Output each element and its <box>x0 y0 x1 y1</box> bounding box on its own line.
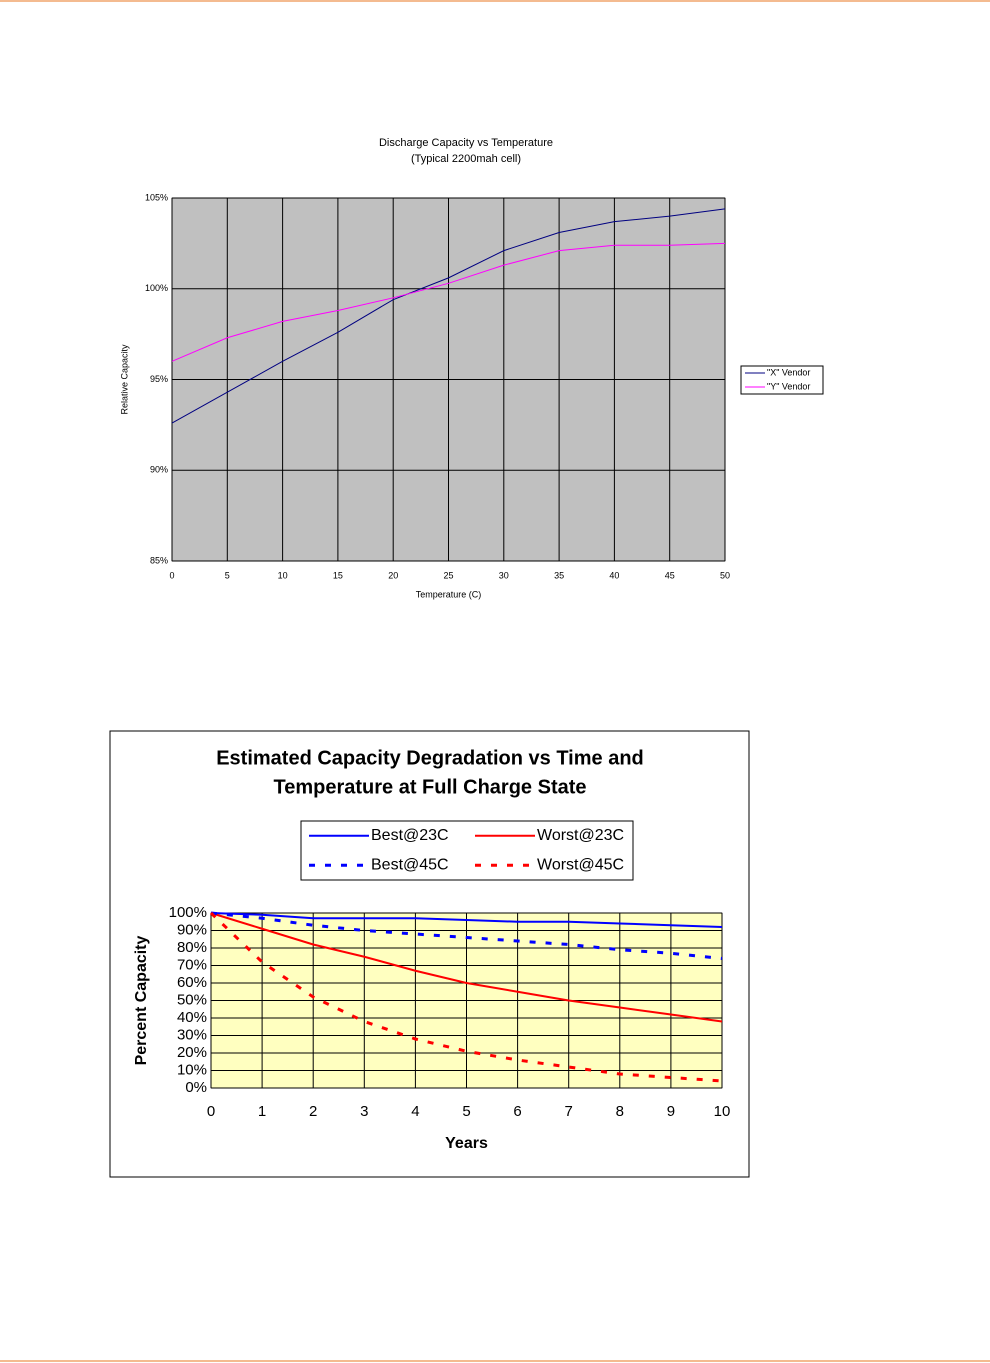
y-tick-label: 60% <box>177 974 207 991</box>
y-tick-label: 100% <box>169 904 207 921</box>
chart-title: Estimated Capacity Degradation vs Time a… <box>216 747 644 769</box>
x-tick-label: 15 <box>333 570 343 580</box>
chart-subtitle: (Typical 2200mah cell) <box>411 153 521 165</box>
x-axis-label: Years <box>445 1135 488 1152</box>
x-tick-label: 10 <box>278 570 288 580</box>
x-tick-label: 7 <box>565 1103 573 1120</box>
x-tick-label: 20 <box>388 570 398 580</box>
x-tick-label: 45 <box>665 570 675 580</box>
y-tick-label: 50% <box>177 991 207 1008</box>
legend-label: "X" Vendor <box>767 367 810 377</box>
x-tick-label: 6 <box>513 1103 521 1120</box>
x-tick-label: 0 <box>207 1103 215 1120</box>
y-tick-label: 0% <box>185 1079 207 1096</box>
y-tick-label: 10% <box>177 1061 207 1078</box>
x-tick-label: 1 <box>258 1103 266 1120</box>
x-tick-label: 35 <box>554 570 564 580</box>
legend-label: Worst@23C <box>537 827 624 844</box>
x-tick-label: 50 <box>720 570 730 580</box>
y-tick-label: 90% <box>177 921 207 938</box>
legend-label: Worst@45C <box>537 856 624 873</box>
x-tick-label: 0 <box>169 570 174 580</box>
y-tick-label: 95% <box>150 374 168 384</box>
x-tick-label: 10 <box>714 1103 731 1120</box>
legend-box <box>300 820 634 881</box>
series-line <box>171 208 726 424</box>
legend-box <box>740 365 824 395</box>
x-tick-label: 8 <box>616 1103 624 1120</box>
x-tick-label: 4 <box>411 1103 419 1120</box>
y-axis-label: Relative Capacity <box>119 344 129 415</box>
x-tick-label: 9 <box>667 1103 675 1120</box>
x-tick-label: 5 <box>225 570 230 580</box>
series-line <box>210 912 723 1023</box>
x-tick-label: 30 <box>499 570 509 580</box>
series-line <box>210 912 723 928</box>
y-tick-label: 70% <box>177 956 207 973</box>
series-line <box>209 911 723 1083</box>
series-line <box>210 911 723 960</box>
legend-label: Best@45C <box>371 856 449 873</box>
x-tick-label: 25 <box>443 570 453 580</box>
y-tick-label: 85% <box>150 555 168 565</box>
legend-label: Best@23C <box>371 827 449 844</box>
y-tick-label: 30% <box>177 1026 207 1043</box>
y-tick-label: 20% <box>177 1044 207 1061</box>
y-tick-label: 100% <box>145 283 168 293</box>
x-tick-label: 3 <box>360 1103 368 1120</box>
x-tick-label: 40 <box>609 570 619 580</box>
y-tick-label: 80% <box>177 939 207 956</box>
chart-title: Discharge Capacity vs Temperature <box>379 137 553 149</box>
x-tick-label: 5 <box>462 1103 470 1120</box>
legend-label: "Y" Vendor <box>767 381 810 391</box>
chart-title: Temperature at Full Charge State <box>273 776 586 798</box>
y-axis-label: Percent Capacity <box>133 935 150 1065</box>
y-tick-label: 40% <box>177 1009 207 1026</box>
x-axis-label: Temperature (C) <box>416 589 482 599</box>
y-tick-label: 105% <box>145 192 168 202</box>
y-tick-label: 90% <box>150 465 168 475</box>
x-tick-label: 2 <box>309 1103 317 1120</box>
series-line <box>171 242 726 362</box>
